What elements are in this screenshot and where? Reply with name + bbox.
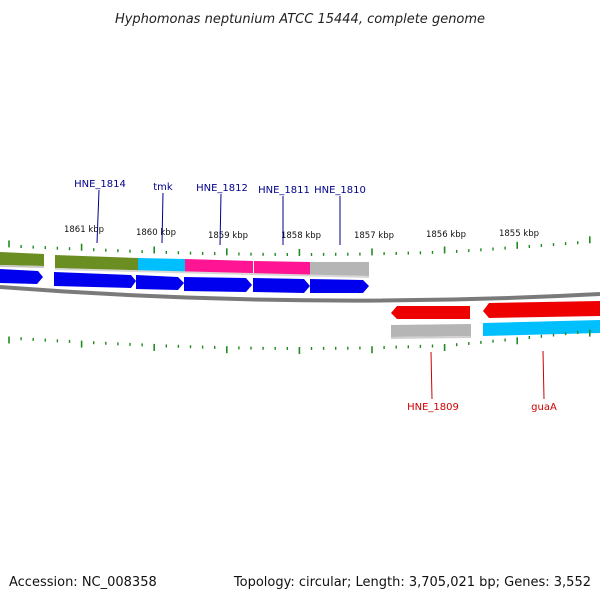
gene-label-hne-1812[interactable]: HNE_1812 bbox=[196, 183, 248, 194]
gene-label-hne-1809[interactable]: HNE_1809 bbox=[407, 402, 459, 413]
forward-cds-track bbox=[0, 269, 369, 293]
scale-label-1861: 1861 kbp bbox=[64, 225, 104, 235]
feature-band-top bbox=[0, 252, 369, 278]
cds-reverse-arrow bbox=[483, 301, 600, 318]
feature-olive bbox=[55, 255, 138, 271]
gene-label-hne-1814[interactable]: HNE_1814 bbox=[74, 179, 126, 190]
cds-forward-arrow bbox=[310, 279, 369, 293]
lower-tick-marks bbox=[8, 329, 591, 354]
feature-magenta-2 bbox=[254, 261, 310, 275]
feature-gray bbox=[310, 262, 369, 276]
upper-tick-marks bbox=[8, 236, 591, 256]
gene-label-guaa[interactable]: guaA bbox=[531, 402, 557, 413]
scale-label-1855: 1855 kbp bbox=[499, 229, 539, 239]
scale-labels: 1861 kbp 1860 kbp 1859 kbp 1858 kbp 1857… bbox=[64, 225, 539, 241]
feature-band-bottom bbox=[391, 320, 600, 339]
cds-forward-arrow bbox=[0, 269, 43, 284]
cds-reverse-arrow bbox=[391, 306, 470, 319]
cds-forward-arrow bbox=[54, 272, 136, 288]
accession-text: Accession: NC_008358 bbox=[9, 575, 157, 590]
gene-label-hne-1810[interactable]: HNE_1810 bbox=[314, 185, 366, 196]
gene-callouts-top: HNE_1814 tmk HNE_1812 HNE_1811 HNE_1810 bbox=[74, 179, 366, 246]
feature-gray-bottom bbox=[391, 324, 471, 337]
scale-label-1860: 1860 kbp bbox=[136, 228, 176, 238]
scale-label-1858: 1858 kbp bbox=[281, 231, 321, 241]
genome-backbone bbox=[0, 285, 600, 303]
gene-callouts-bottom: HNE_1809 guaA bbox=[407, 350, 557, 413]
scale-label-1859: 1859 kbp bbox=[208, 231, 248, 241]
scale-label-1857: 1857 kbp bbox=[354, 231, 394, 241]
cds-forward-arrow bbox=[136, 275, 184, 290]
cds-forward-arrow bbox=[253, 278, 310, 293]
cds-forward-arrow bbox=[184, 277, 252, 292]
genome-summary-text: Topology: circular; Length: 3,705,021 bp… bbox=[233, 575, 591, 590]
gene-label-tmk[interactable]: tmk bbox=[153, 182, 173, 193]
gene-label-hne-1811[interactable]: HNE_1811 bbox=[258, 185, 310, 196]
feature-cyan-bottom bbox=[483, 320, 600, 336]
feature-olive-left bbox=[0, 252, 44, 266]
feature-cyan bbox=[138, 258, 185, 272]
scale-label-1856: 1856 kbp bbox=[426, 230, 466, 240]
feature-magenta-1 bbox=[185, 259, 253, 274]
reverse-cds-track bbox=[391, 301, 600, 319]
map-title: Hyphomonas neptunium ATCC 15444, complet… bbox=[115, 12, 485, 27]
